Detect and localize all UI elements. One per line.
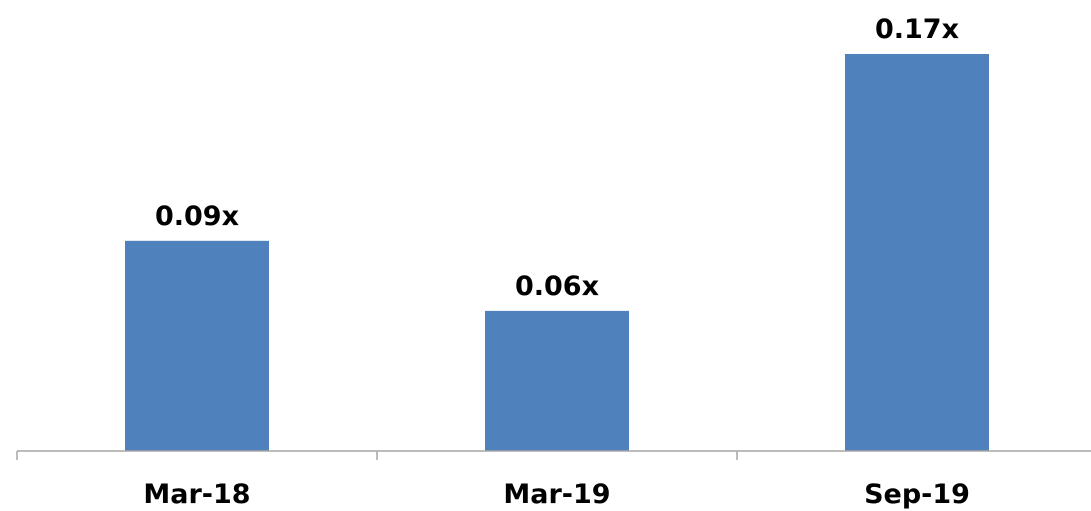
data-labels-group: 0.09x 0.06x 0.17x bbox=[155, 14, 959, 302]
category-label-sep-19: Sep-19 bbox=[864, 479, 970, 510]
bars-group bbox=[125, 54, 989, 451]
data-label-sep-19: 0.17x bbox=[875, 14, 959, 45]
bar-sep-19 bbox=[845, 54, 989, 451]
data-label-mar-19: 0.06x bbox=[515, 271, 599, 302]
data-label-mar-18: 0.09x bbox=[155, 201, 239, 232]
x-axis bbox=[16, 450, 1091, 460]
category-labels-group: Mar-18 Mar-19 Sep-19 bbox=[143, 479, 970, 510]
bar-mar-19 bbox=[485, 310, 629, 451]
bar-mar-18 bbox=[125, 240, 269, 451]
category-label-mar-19: Mar-19 bbox=[503, 479, 610, 510]
category-label-mar-18: Mar-18 bbox=[143, 479, 250, 510]
